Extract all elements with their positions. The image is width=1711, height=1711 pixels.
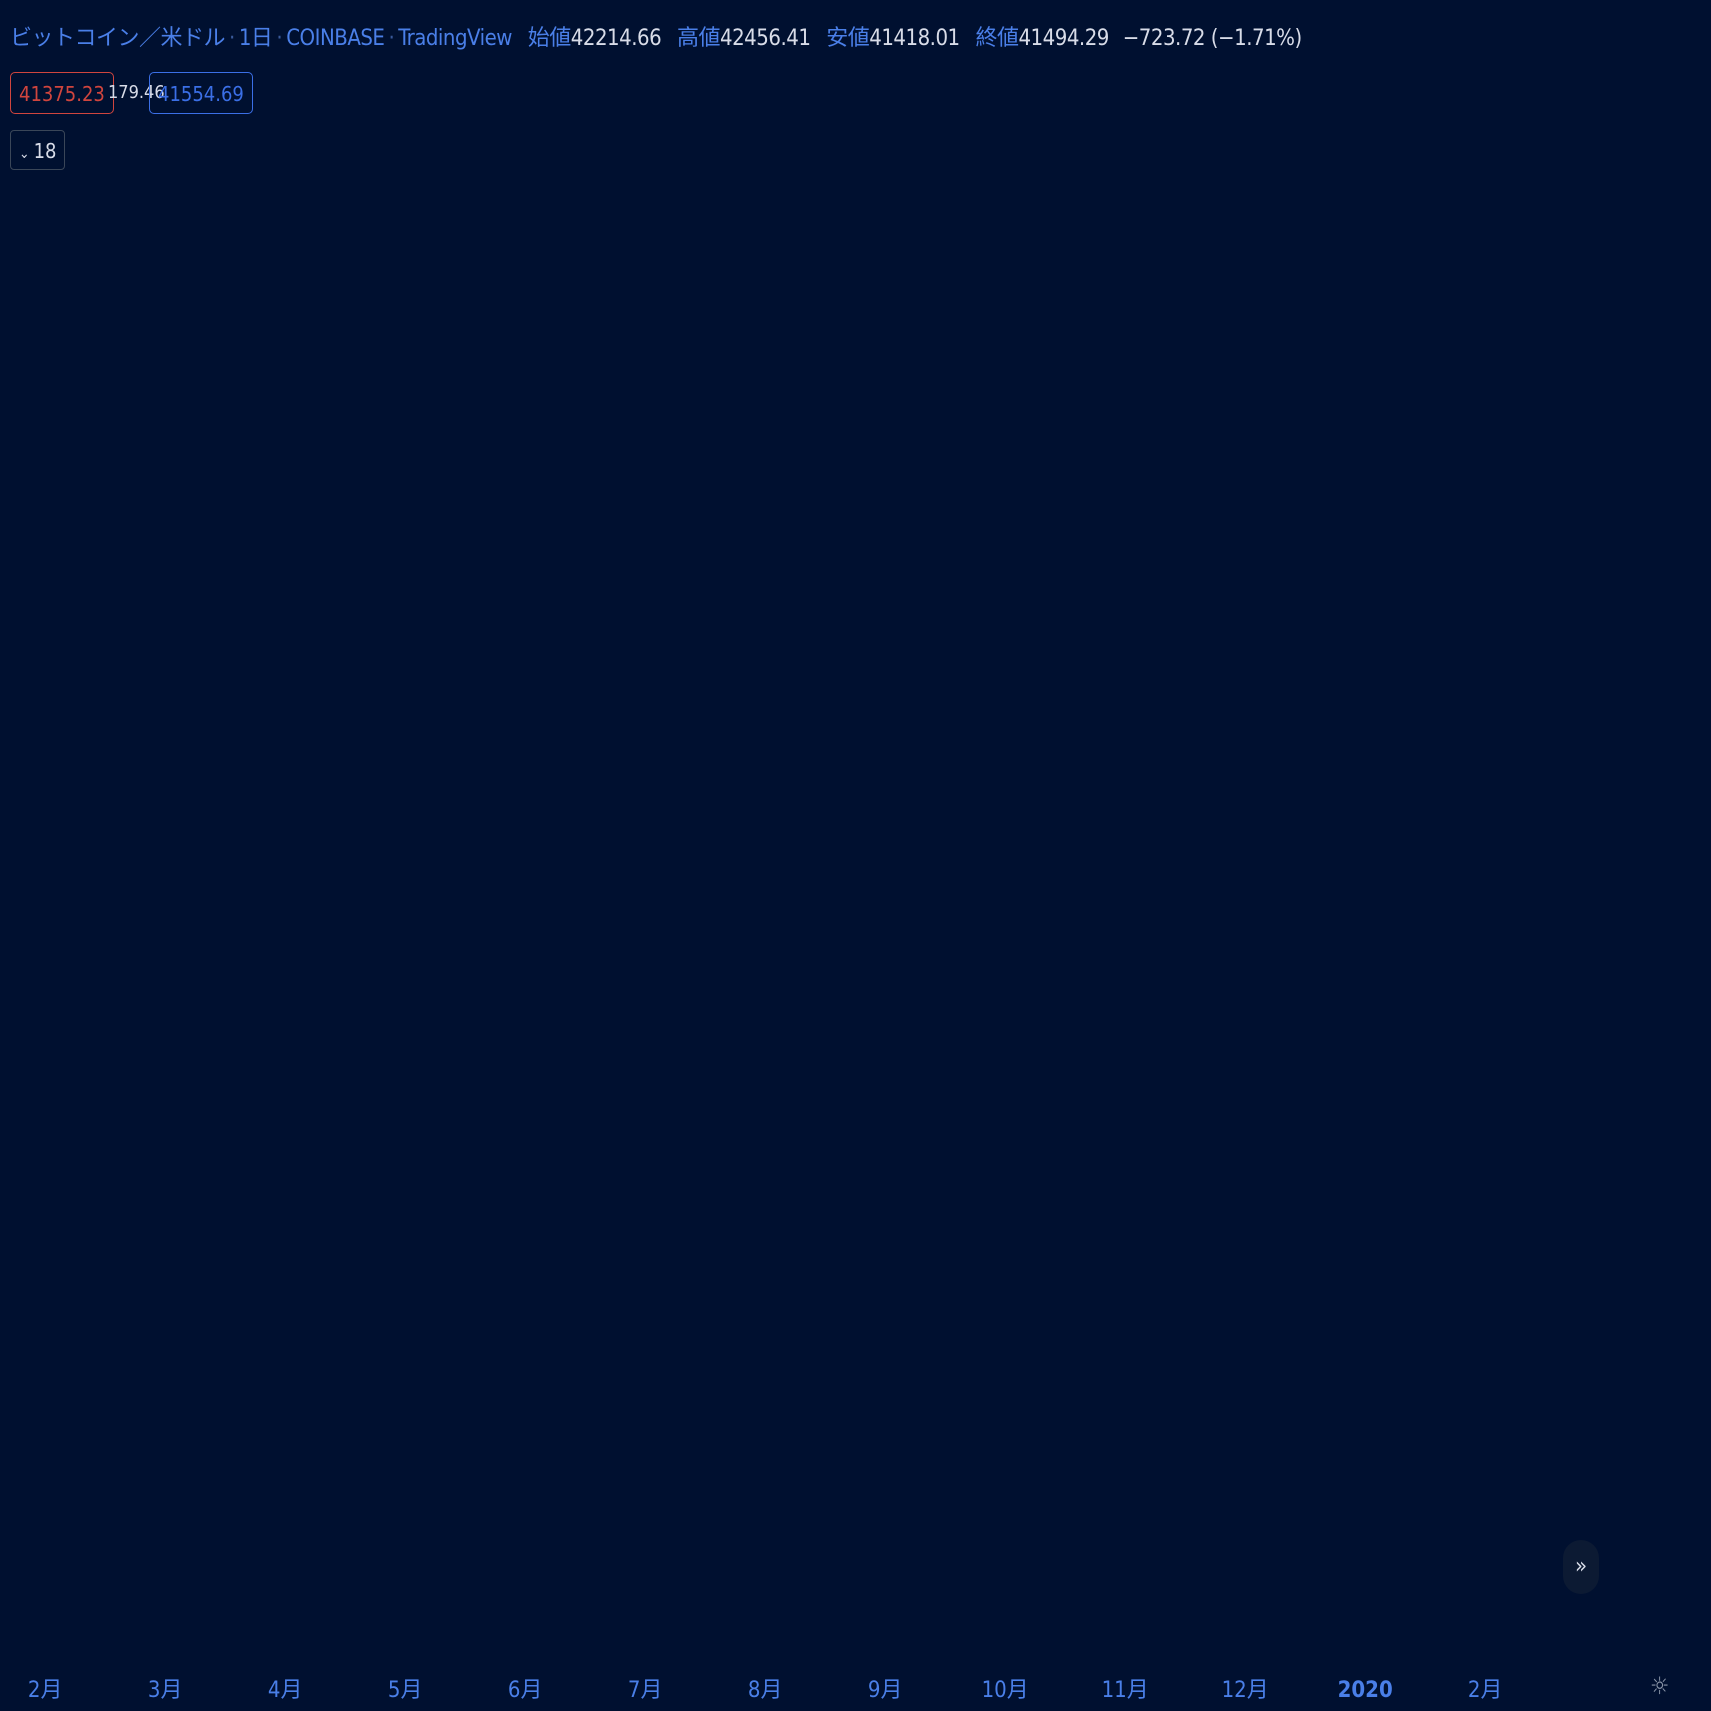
- source-label: TradingView: [398, 26, 512, 51]
- interval-label[interactable]: 1日: [238, 26, 273, 51]
- indicator-toggle[interactable]: ⌄ 18: [10, 130, 66, 170]
- time-tick-label: 9月: [868, 1678, 903, 1703]
- time-tick-label: 6月: [508, 1678, 543, 1703]
- change-value: −723.72 (−1.71%): [1122, 26, 1303, 51]
- close-label: 終値: [975, 26, 1019, 51]
- time-tick-label: 2月: [28, 1678, 63, 1703]
- open-value: 42214.66: [570, 26, 662, 51]
- ask-price-button[interactable]: 41554.69: [149, 72, 253, 114]
- time-tick-label: 12月: [1222, 1678, 1269, 1703]
- time-tick-label: 2月: [1468, 1678, 1503, 1703]
- symbol-name[interactable]: ビットコイン／米ドル: [10, 26, 226, 51]
- open-label: 始値: [527, 26, 572, 51]
- indicator-value: 18: [33, 139, 57, 163]
- close-value: 41494.29: [1018, 26, 1109, 51]
- time-tick-label: 8月: [748, 1678, 783, 1703]
- low-label: 安値: [826, 26, 870, 51]
- time-tick-label: 11月: [1102, 1678, 1149, 1703]
- time-tick-label: 10月: [982, 1678, 1029, 1703]
- high-label: 高値: [676, 26, 721, 51]
- time-tick-label: 4月: [268, 1678, 303, 1703]
- bid-price-button[interactable]: 41375.23: [10, 72, 114, 114]
- time-axis[interactable]: 2月 3月 4月 5月 6月 7月 8月 9月 10月 11月 12月 2020 2月: [28, 1678, 1503, 1703]
- time-tick-label: 7月: [628, 1678, 663, 1703]
- symbol-header: ビットコイン／米ドル · 1日 · COINBASE · TradingView 始値422…: [10, 26, 1303, 51]
- scroll-to-realtime-button[interactable]: »: [1563, 1540, 1599, 1594]
- settings-icon[interactable]: ☼: [1650, 1672, 1670, 1700]
- time-tick-label: 2020: [1338, 1678, 1393, 1703]
- exchange-label: COINBASE: [286, 26, 385, 51]
- time-tick-label: 3月: [148, 1678, 183, 1703]
- high-value: 42456.41: [720, 26, 811, 51]
- low-value: 41418.01: [869, 26, 960, 51]
- time-tick-label: 5月: [388, 1678, 423, 1703]
- chevron-down-icon: ⌄: [19, 146, 30, 162]
- spread-value: 179.46: [108, 82, 165, 103]
